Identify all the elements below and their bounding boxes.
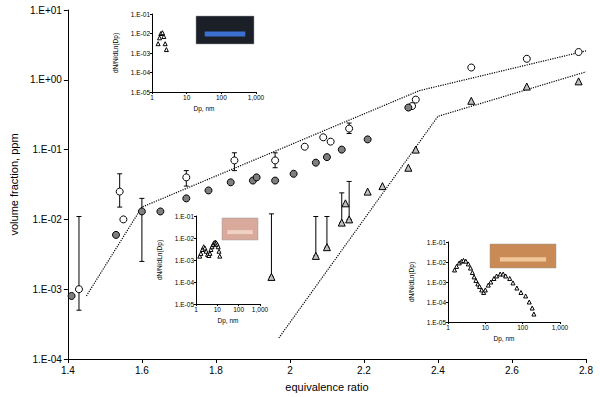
svg-text:2.8: 2.8 [579, 365, 593, 376]
svg-text:1: 1 [150, 94, 154, 101]
svg-text:1.E+00: 1.E+00 [30, 74, 62, 85]
svg-text:1: 1 [446, 324, 450, 331]
svg-text:1.E-01: 1.E-01 [32, 144, 62, 155]
svg-text:1.E+01: 1.E+01 [30, 5, 62, 16]
svg-text:1.E-04: 1.E-04 [427, 299, 447, 306]
svg-text:1.E-01: 1.E-01 [131, 11, 151, 18]
svg-text:1.E-02: 1.E-02 [131, 30, 151, 37]
svg-text:1.E-05: 1.E-05 [131, 89, 151, 96]
svg-text:Dp, nm: Dp, nm [494, 335, 515, 343]
svg-text:1.E-03: 1.E-03 [175, 257, 195, 264]
svg-text:10: 10 [214, 306, 222, 313]
svg-text:1: 1 [194, 306, 198, 313]
svg-text:1.E-02: 1.E-02 [175, 235, 195, 242]
svg-text:1.E-01: 1.E-01 [175, 213, 195, 220]
svg-text:Dp, nm: Dp, nm [194, 105, 215, 113]
svg-text:1.E-04: 1.E-04 [131, 69, 151, 76]
svg-text:2.2: 2.2 [357, 365, 371, 376]
svg-text:1.E-03: 1.E-03 [131, 50, 151, 57]
svg-text:dN/N/dLn(Dp): dN/N/dLn(Dp) [112, 33, 120, 73]
svg-text:dN/N/dLn(Dp): dN/N/dLn(Dp) [156, 240, 164, 280]
svg-text:1.E-04: 1.E-04 [175, 279, 195, 286]
svg-text:1.E-05: 1.E-05 [427, 319, 447, 326]
svg-text:10: 10 [482, 324, 490, 331]
svg-text:1.E-02: 1.E-02 [32, 214, 62, 225]
svg-text:1.E-03: 1.E-03 [32, 284, 62, 295]
svg-text:1,000: 1,000 [552, 324, 569, 331]
svg-text:100: 100 [233, 306, 244, 313]
svg-text:1.E-03: 1.E-03 [427, 279, 447, 286]
svg-text:2: 2 [287, 365, 293, 376]
svg-text:100: 100 [517, 324, 528, 331]
svg-text:10: 10 [183, 94, 191, 101]
svg-text:1,000: 1,000 [248, 94, 265, 101]
svg-text:1.6: 1.6 [135, 365, 149, 376]
svg-text:1.4: 1.4 [61, 365, 75, 376]
svg-text:2.6: 2.6 [505, 365, 519, 376]
svg-text:dN/N/dLn(Dp): dN/N/dLn(Dp) [408, 262, 416, 302]
svg-text:Dp, nm: Dp, nm [218, 317, 239, 325]
svg-text:2.4: 2.4 [431, 365, 445, 376]
svg-text:1,000: 1,000 [252, 306, 269, 313]
svg-text:1.E-05: 1.E-05 [175, 301, 195, 308]
svg-text:1.E-01: 1.E-01 [427, 239, 447, 246]
svg-text:1.8: 1.8 [209, 365, 223, 376]
svg-text:volume fraction, ppm: volume fraction, ppm [8, 133, 20, 235]
svg-text:100: 100 [216, 94, 227, 101]
svg-text:1.E-02: 1.E-02 [427, 259, 447, 266]
svg-text:1.E-04: 1.E-04 [32, 354, 62, 365]
svg-text:equivalence ratio: equivalence ratio [285, 381, 368, 393]
